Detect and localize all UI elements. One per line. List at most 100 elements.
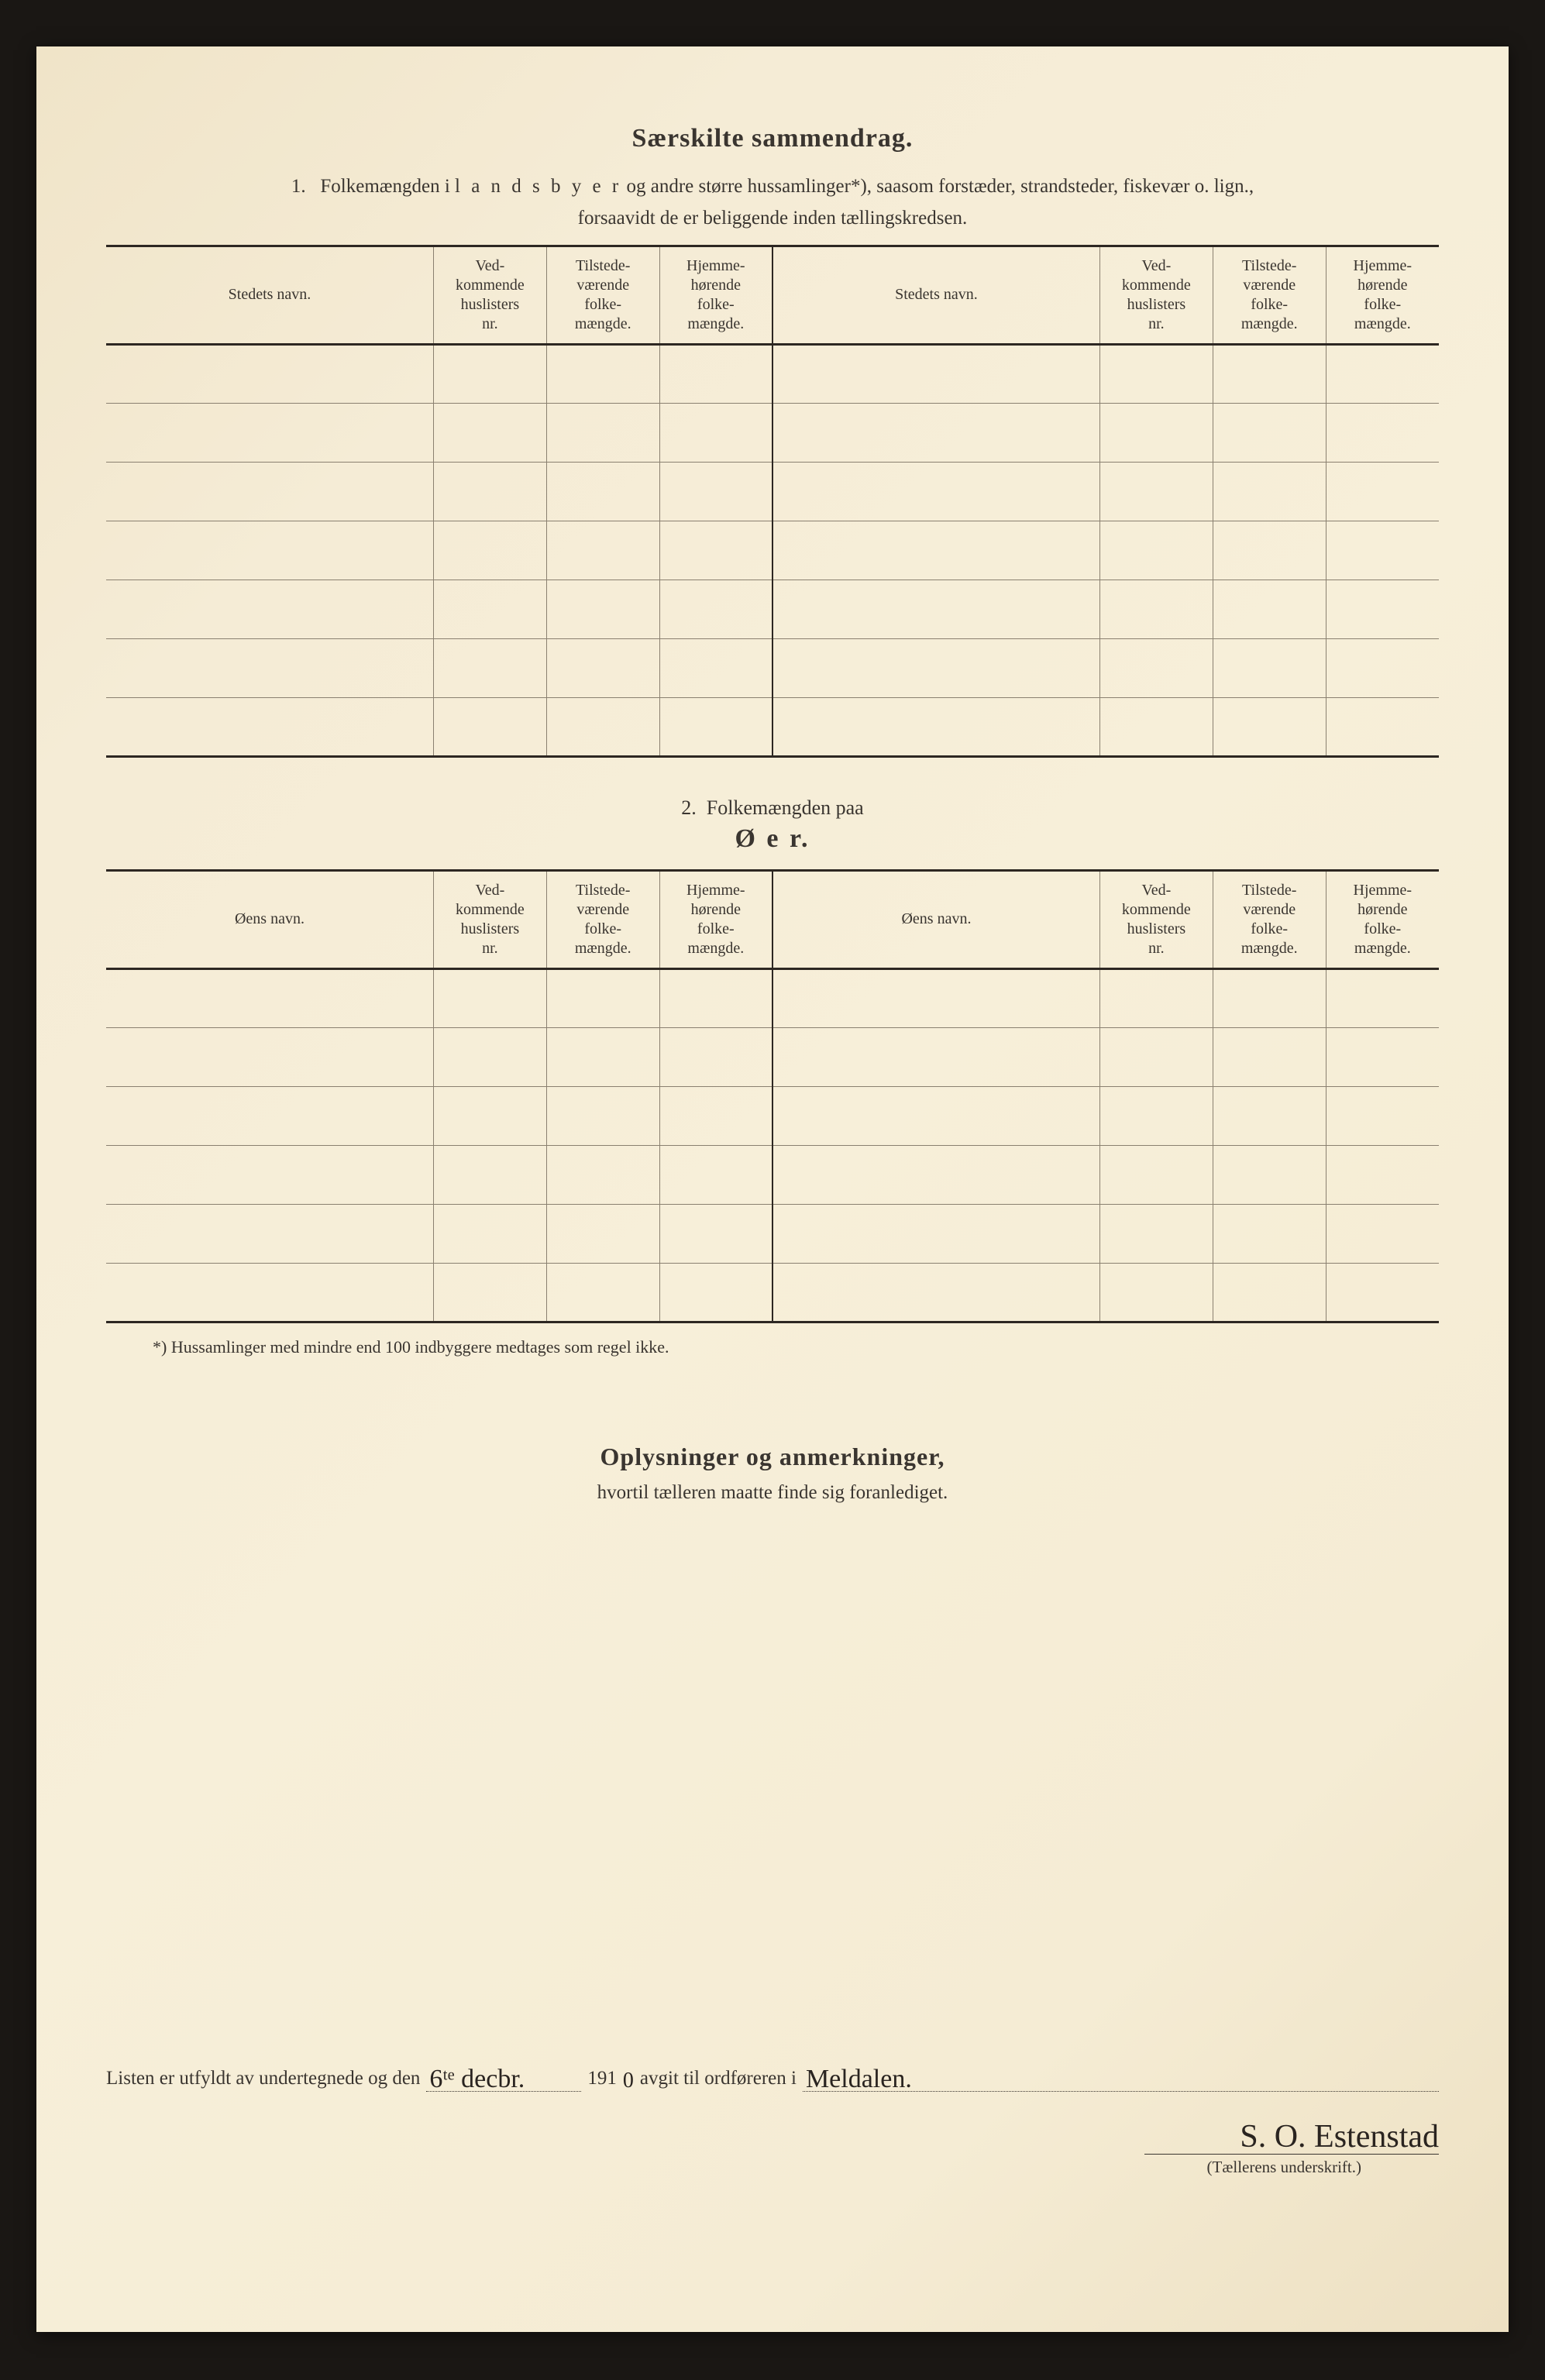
table-cell — [1099, 1086, 1213, 1145]
table-cell — [1099, 580, 1213, 638]
table-row — [106, 1263, 1439, 1322]
table1-body — [106, 344, 1439, 756]
table-cell — [106, 1263, 433, 1322]
table-row — [106, 344, 1439, 403]
th-oens-navn-left: Øens navn. — [106, 870, 433, 968]
oplysninger-subtitle: hvortil tælleren maatte finde sig foranl… — [106, 1482, 1439, 1504]
table1-header-row: Stedets navn. Ved- kommende huslisters n… — [106, 246, 1439, 344]
th-hjemme-left: Hjemme- hørende folke- mængde. — [659, 246, 772, 344]
sig-date-handwriting: 6ᵗᵉ decbr. — [429, 2065, 525, 2093]
table-cell — [1099, 521, 1213, 580]
table-cell — [659, 638, 772, 697]
th-tilstede-right-2: Tilstede- værende folke- mængde. — [1213, 870, 1326, 968]
table-cell — [659, 462, 772, 521]
table-cell — [772, 638, 1099, 697]
th-ved-left: Ved- kommende huslisters nr. — [433, 246, 546, 344]
table-cell — [433, 344, 546, 403]
signature-name-handwriting: S. O. Estenstad — [1240, 2119, 1439, 2155]
table-cell — [659, 1086, 772, 1145]
table-cell — [1099, 1027, 1213, 1086]
table-cell — [433, 1086, 546, 1145]
table-cell — [546, 521, 659, 580]
table-cell — [772, 462, 1099, 521]
th-oens-navn-right: Øens navn. — [772, 870, 1099, 968]
signature-block: Listen er utfyldt av undertegnede og den… — [106, 2062, 1439, 2177]
table-cell — [1099, 1145, 1213, 1204]
table-cell — [659, 580, 772, 638]
table-cell — [1326, 521, 1439, 580]
signature-line: Listen er utfyldt av undertegnede og den… — [106, 2062, 1439, 2092]
section2-prefix: 2. — [681, 796, 697, 819]
table-cell — [546, 1145, 659, 1204]
table-cell — [1326, 462, 1439, 521]
table-cell — [1326, 1027, 1439, 1086]
sig-text1: Listen er utfyldt av undertegnede og den — [106, 2068, 420, 2089]
item1-text-b: og andre større hussamlinger*), saasom f… — [621, 176, 1254, 197]
table-cell — [106, 521, 433, 580]
item1-prefix: 1. — [291, 176, 306, 197]
table-cell — [1213, 403, 1326, 462]
table-cell — [1099, 462, 1213, 521]
sig-text2: avgit til ordføreren i — [640, 2068, 797, 2089]
section1-line2: forsaavidt de er beliggende inden tællin… — [106, 208, 1439, 229]
table-cell — [1099, 344, 1213, 403]
table-cell — [433, 1027, 546, 1086]
table-cell — [659, 1027, 772, 1086]
sig-place-field: Meldalen. — [803, 2062, 1439, 2092]
table-cell — [772, 1027, 1099, 1086]
sig-year-prefix: 191 — [587, 2068, 617, 2089]
table-cell — [106, 1204, 433, 1263]
table-row — [106, 521, 1439, 580]
census-form-page: Særskilte sammendrag. 1. Folkemængden i … — [36, 46, 1509, 2332]
table-cell — [433, 638, 546, 697]
table-cell — [659, 521, 772, 580]
table-cell — [1213, 1145, 1326, 1204]
table-cell — [1213, 697, 1326, 756]
table-cell — [1326, 1086, 1439, 1145]
th-tilstede-left-2: Tilstede- værende folke- mængde. — [546, 870, 659, 968]
table-cell — [106, 403, 433, 462]
table-cell — [659, 403, 772, 462]
table-cell — [546, 638, 659, 697]
table-row — [106, 462, 1439, 521]
table-cell — [1326, 638, 1439, 697]
table-cell — [1213, 1263, 1326, 1322]
th-ved-right-2: Ved- kommende huslisters nr. — [1099, 870, 1213, 968]
table-row — [106, 968, 1439, 1027]
table-cell — [772, 1204, 1099, 1263]
th-tilstede-right: Tilstede- værende folke- mængde. — [1213, 246, 1326, 344]
table-cell — [546, 403, 659, 462]
table-cell — [106, 1145, 433, 1204]
th-hjemme-right-2: Hjemme- hørende folke- mængde. — [1326, 870, 1439, 968]
sig-date-field: 6ᵗᵉ decbr. — [426, 2062, 581, 2092]
table-row — [106, 1145, 1439, 1204]
oplysninger-title: Oplysninger og anmerkninger, — [106, 1443, 1439, 1471]
table-cell — [659, 1263, 772, 1322]
table-cell — [1213, 968, 1326, 1027]
table2-body — [106, 968, 1439, 1322]
table-cell — [433, 462, 546, 521]
table-cell — [659, 968, 772, 1027]
table-cell — [772, 1145, 1099, 1204]
footnote-text: *) Hussamlinger med mindre end 100 indby… — [153, 1337, 1439, 1357]
item1-text-a: Folkemængden i — [320, 176, 455, 197]
table-cell — [1326, 580, 1439, 638]
table-cell — [772, 521, 1099, 580]
table-cell — [1213, 1086, 1326, 1145]
table-cell — [106, 580, 433, 638]
table-cell — [1213, 521, 1326, 580]
table-row — [106, 1204, 1439, 1263]
table-landsbyer: Stedets navn. Ved- kommende huslisters n… — [106, 245, 1439, 758]
table-cell — [106, 1086, 433, 1145]
table-cell — [772, 580, 1099, 638]
table-cell — [1213, 1027, 1326, 1086]
table-row — [106, 1027, 1439, 1086]
table-cell — [1326, 344, 1439, 403]
table-cell — [546, 344, 659, 403]
table2-header-row: Øens navn. Ved- kommende huslisters nr. … — [106, 870, 1439, 968]
table-row — [106, 697, 1439, 756]
table-cell — [106, 697, 433, 756]
table-cell — [433, 697, 546, 756]
table-cell — [106, 462, 433, 521]
table-cell — [1213, 1204, 1326, 1263]
